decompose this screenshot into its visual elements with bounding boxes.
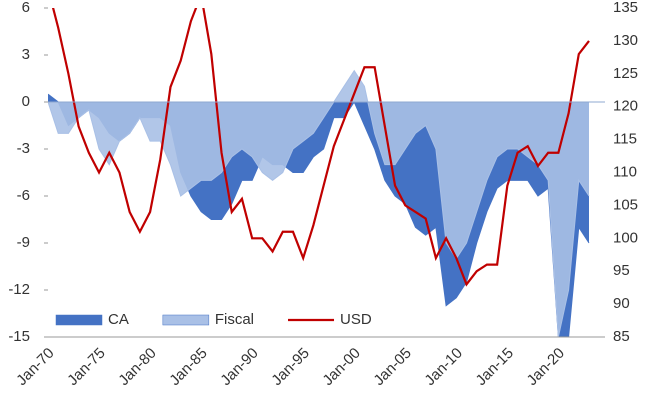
x-tick-label: Jan-05 (370, 345, 414, 389)
y2-tick-label: 100 (613, 229, 638, 246)
y2-tick-label: 135 (613, 0, 638, 16)
y2-tick-label: 115 (613, 131, 637, 148)
y-tick-label: -9 (17, 234, 30, 251)
legend-swatch (55, 314, 103, 326)
x-tick-label: Jan-70 (13, 345, 57, 389)
area-edge (48, 69, 590, 337)
x-tick-label: Jan-95 (268, 345, 312, 389)
x-tick-label: Jan-15 (473, 345, 517, 389)
y-tick-label: -12 (8, 281, 30, 298)
y-tick-label: -15 (8, 328, 30, 345)
y2-tick-label: 90 (613, 295, 630, 312)
legend-swatch (162, 314, 210, 326)
y2-tick-label: 130 (613, 32, 638, 49)
y-tick-label: -6 (17, 187, 30, 204)
x-tick-label: Jan-20 (524, 345, 568, 389)
x-tick-label: Jan-75 (64, 345, 108, 389)
y2-tick-label: 95 (613, 262, 630, 279)
y2-tick-label: 110 (613, 163, 637, 180)
area-fill (48, 70, 589, 337)
y-tick-label: -3 (17, 140, 30, 157)
y-tick-label: 3 (22, 46, 30, 63)
x-tick-label: Jan-85 (166, 345, 210, 389)
y2-tick-label: 120 (613, 98, 638, 115)
y2-tick-label: 105 (613, 196, 638, 213)
x-tick-label: Jan-90 (217, 345, 261, 389)
legend-label: Fiscal (215, 311, 254, 328)
y-tick-label: 6 (22, 0, 30, 16)
y-tick-label: 0 (22, 93, 30, 110)
plot-area (48, 8, 590, 337)
x-tick-label: Jan-00 (319, 345, 363, 389)
y2-tick-label: 125 (613, 65, 638, 82)
legend-label: CA (108, 311, 129, 328)
line (51, 8, 590, 287)
x-tick-label: Jan-80 (115, 345, 159, 389)
x-tick-label: Jan-10 (421, 345, 465, 389)
legend-label: USD (340, 311, 372, 328)
y2-tick-label: 85 (613, 328, 630, 345)
